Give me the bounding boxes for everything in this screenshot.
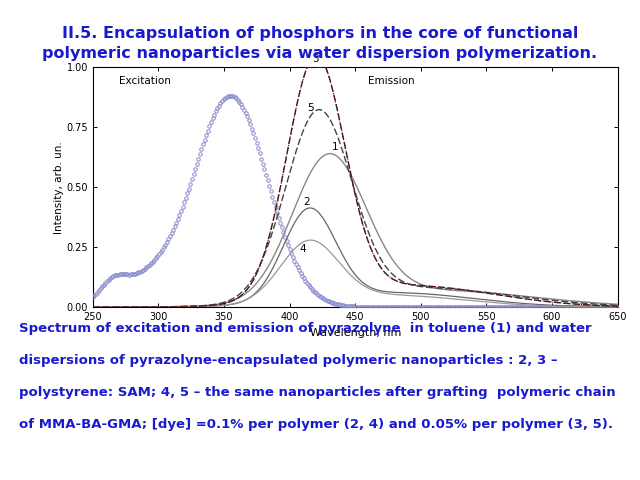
Text: Spectrum of excitation and emission of pyrazolyne  in toluene (1) and water: Spectrum of excitation and emission of p… xyxy=(19,322,592,335)
Text: II.5. Encapsulation of phosphors in the core of functional: II.5. Encapsulation of phosphors in the … xyxy=(62,26,578,41)
Text: of MMA-BA-GMA; [dye] =0.1% per polymer (2, 4) and 0.05% per polymer (3, 5).: of MMA-BA-GMA; [dye] =0.1% per polymer (… xyxy=(19,418,613,431)
Text: 2: 2 xyxy=(303,197,310,207)
Text: Excitation: Excitation xyxy=(119,76,171,86)
Y-axis label: Intensity, arb. un.: Intensity, arb. un. xyxy=(54,141,63,234)
Text: 3: 3 xyxy=(312,54,319,64)
Text: 5: 5 xyxy=(307,103,314,113)
Text: 1: 1 xyxy=(332,142,338,152)
Text: 4: 4 xyxy=(300,244,306,254)
Text: Emission: Emission xyxy=(369,76,415,86)
X-axis label: Wavelength, nm: Wavelength, nm xyxy=(310,328,401,337)
Text: dispersions of pyrazolyne-encapsulated polymeric nanoparticles : 2, 3 –: dispersions of pyrazolyne-encapsulated p… xyxy=(19,354,558,367)
Text: polystyrene: SAM; 4, 5 – the same nanoparticles after grafting  polymeric chain: polystyrene: SAM; 4, 5 – the same nanopa… xyxy=(19,386,616,399)
Text: polymeric nanoparticles via water dispersion polymerization.: polymeric nanoparticles via water disper… xyxy=(42,46,598,60)
